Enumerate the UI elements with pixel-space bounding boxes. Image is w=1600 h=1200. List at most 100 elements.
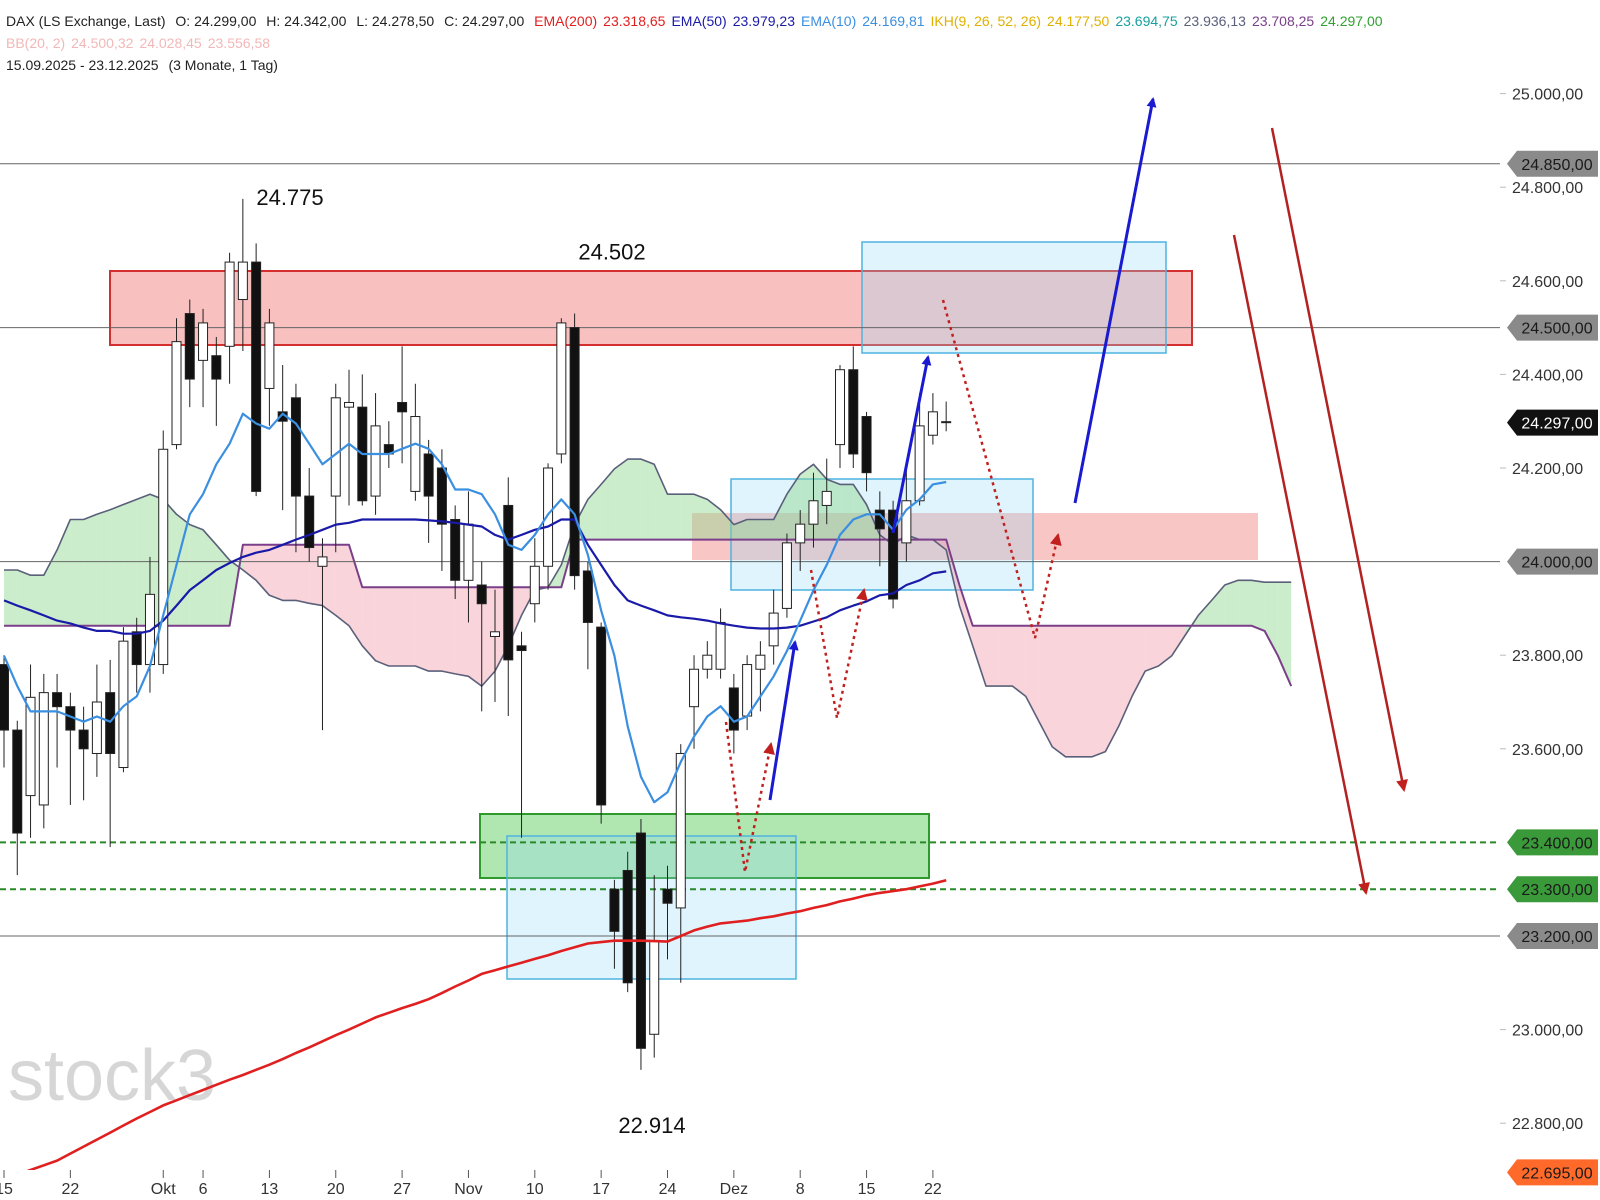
cloud-segment — [627, 459, 641, 540]
candle-body — [675, 752, 686, 909]
blue-zone-top — [861, 241, 1167, 354]
plot-area — [0, 163, 1500, 1170]
candle-body — [808, 500, 819, 525]
price-badge-label: 23.300,00 — [1521, 882, 1592, 899]
legend-name: IKH(9, 26, 52, 26) — [930, 13, 1042, 29]
candle-body — [370, 425, 381, 497]
cloud-segment — [203, 529, 217, 626]
candle-body — [901, 500, 912, 544]
header: DAX (LS Exchange, Last) O: 24.299,00 H: … — [6, 10, 1389, 76]
price-annotation: 24.775 — [256, 185, 323, 210]
candle-body — [330, 397, 341, 497]
cloud-segment — [455, 587, 469, 677]
cloud-segment — [707, 499, 721, 540]
cloud-segment — [335, 544, 350, 626]
candle-body — [91, 701, 102, 754]
candle-body — [529, 565, 540, 605]
arrow-up — [768, 640, 799, 801]
header-row: DAX (LS Exchange, Last) O: 24.299,00 H: … — [6, 10, 1389, 32]
header-row: 15.09.2025 - 23.12.2025 (3 Monate, 1 Tag… — [6, 54, 1389, 76]
candle-body — [184, 313, 195, 380]
candle-body — [0, 664, 9, 731]
span-a-line — [4, 458, 1292, 758]
cloud-segment — [295, 544, 310, 604]
cloud-segment — [1118, 625, 1132, 727]
cloud-segment — [694, 494, 708, 540]
cloud-segment — [1105, 625, 1119, 752]
candle-body — [622, 869, 633, 984]
ohlc: C: 24.297,00 — [444, 13, 525, 29]
price-badge — [1507, 1159, 1598, 1186]
candle-body — [476, 584, 487, 605]
candle-body — [237, 261, 248, 301]
candle-body — [556, 322, 567, 455]
ohlc: L: 24.278,50 — [356, 13, 435, 29]
resistance-zone — [109, 270, 1193, 346]
cloud-segment — [428, 587, 442, 672]
candle-body — [835, 369, 846, 446]
price-badge-label: 22.695,00 — [1521, 1165, 1592, 1182]
cloud-segment — [733, 519, 748, 540]
arrow-up — [891, 355, 932, 534]
candle-body — [198, 322, 209, 361]
legend-value: 24.500,32 — [71, 35, 134, 51]
x-tick-label: 20 — [327, 1181, 345, 1198]
price-badge — [1507, 923, 1598, 949]
x-tick-label: 15 — [0, 1181, 13, 1198]
cloud-segment — [468, 587, 482, 687]
cloud-segment — [123, 499, 137, 626]
candle-body — [38, 692, 49, 806]
legend-name: EMA(10) — [801, 13, 857, 29]
cloud-segment — [256, 544, 270, 596]
cloud-segment — [176, 514, 190, 626]
cloud-segment — [999, 625, 1013, 687]
price-badge-label: 24.000,00 — [1521, 555, 1592, 572]
cloud-segment — [853, 484, 867, 540]
price-badge — [1507, 409, 1598, 436]
x-tick-label: 27 — [393, 1181, 411, 1198]
cloud-segment — [614, 459, 628, 540]
y-tick-label: 24.600,00 — [1512, 274, 1583, 291]
candle-body — [569, 327, 580, 577]
cloud-segment — [601, 468, 615, 540]
cloud-segment — [269, 544, 283, 601]
cloud-segment — [972, 625, 986, 687]
price-badge-label: 24.297,00 — [1521, 416, 1592, 433]
y-tick-label: 22.800,00 — [1512, 1116, 1583, 1133]
candle-body — [317, 556, 328, 567]
candle-body — [131, 631, 142, 666]
candle-body — [702, 654, 713, 670]
candle-body — [649, 940, 660, 1035]
cloud-segment — [959, 585, 973, 646]
price-badge — [1507, 314, 1598, 341]
cloud-segment — [1238, 580, 1252, 626]
price-badge — [1507, 548, 1598, 575]
legend-value: 24.177,50 — [1047, 13, 1110, 29]
price-badge-label: 24.850,00 — [1521, 157, 1592, 174]
cloud-segment — [375, 587, 389, 666]
cloud-segment — [1251, 580, 1265, 631]
dotted-arrow — [941, 299, 1062, 639]
candle-body — [397, 401, 408, 413]
x-tick-label: 22 — [61, 1181, 79, 1198]
cloud-segment — [1158, 625, 1172, 666]
price-badge-label: 23.200,00 — [1521, 929, 1592, 946]
legend-name: EMA(50) — [671, 13, 727, 29]
candle-body — [25, 696, 36, 797]
cloud-segment — [4, 570, 18, 626]
arrows — [724, 97, 1408, 895]
candle-body — [450, 518, 461, 581]
cloud-segment — [760, 519, 774, 540]
cloud-segment — [83, 514, 97, 626]
x-tick-label: 24 — [659, 1181, 677, 1198]
legend-value: 23.556,58 — [207, 35, 271, 51]
support-zone — [479, 813, 930, 879]
cloud-segment — [680, 494, 695, 540]
x-tick-label: Dez — [720, 1181, 748, 1198]
legend-value: 23.979,23 — [732, 13, 795, 29]
cloud-segment — [654, 464, 668, 540]
x-tick-label: Nov — [454, 1181, 482, 1198]
legend-value: 23.694,75 — [1115, 13, 1178, 29]
cloud-segment — [720, 509, 734, 540]
